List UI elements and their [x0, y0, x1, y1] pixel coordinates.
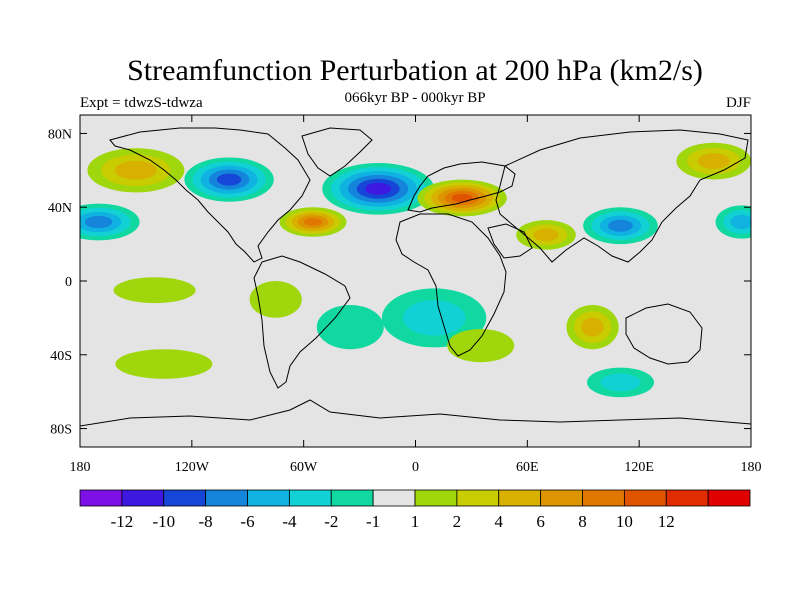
colorbar-box-7 — [372, 489, 416, 507]
x-tick-label-6: 180 — [741, 460, 762, 475]
colorbar-box-15 — [707, 489, 751, 507]
chart-title: Streamfunction Perturbation at 200 hPa (… — [127, 54, 703, 87]
antarctica-outline — [80, 399, 751, 427]
anomaly-5-level-4 — [303, 218, 323, 226]
colorbar-box-4 — [247, 489, 290, 507]
greenland-outline — [301, 127, 373, 177]
anomaly-16-level-0 — [113, 277, 196, 304]
anomaly-17-level-0 — [447, 329, 515, 363]
colorbar-label-11: 8 — [578, 512, 587, 531]
colorbar-box-5 — [288, 489, 332, 507]
x-tick-label-0: 180 — [70, 460, 91, 475]
streamfunction-field — [80, 142, 751, 398]
colorbar-label-4: -4 — [282, 512, 297, 531]
colorbar-label-2: -8 — [199, 512, 213, 531]
y-tick-label-2: 0 — [65, 275, 72, 290]
colorbar-label-1: -10 — [152, 512, 175, 531]
y-axis: 80N 40N 0 40S 80S — [48, 127, 751, 438]
colorbar-label-6: -1 — [366, 512, 380, 531]
colorbar-box-11 — [540, 489, 583, 507]
colorbar-label-7: 1 — [411, 512, 420, 531]
chart-subtitle: 066kyr BP - 000kyr BP — [344, 90, 485, 106]
x-axis: 180 120W 60W 0 60E 120E 180 — [70, 115, 762, 475]
x-tick-label-5: 120E — [624, 460, 654, 475]
colorbar-label-8: 2 — [453, 512, 462, 531]
colorbar-label-3: -6 — [240, 512, 254, 531]
asia-outline — [495, 129, 749, 263]
north-america-outline — [109, 127, 311, 263]
colorbar: -12 -10 -8 -6 -4 -2 -1 1 2 4 6 8 10 12 — [79, 489, 751, 531]
anomaly-10-level-2 — [581, 317, 604, 337]
map-plot-area — [80, 115, 751, 447]
y-tick-label-3: 40S — [50, 349, 72, 364]
x-tick-label-3: 0 — [412, 460, 419, 475]
anomaly-3-level-3 — [608, 219, 633, 232]
arabia-outline — [487, 223, 533, 259]
anomaly-9-level-2 — [697, 153, 730, 170]
anomaly-13-level-1 — [600, 373, 641, 392]
experiment-label: Expt = tdwzS-tdwza — [80, 95, 203, 111]
y-tick-label-4: 80S — [50, 423, 72, 438]
colorbar-label-0: -12 — [111, 512, 134, 531]
south-america-outline — [253, 255, 351, 389]
colorbar-label-5: -2 — [324, 512, 338, 531]
colorbar-box-14 — [665, 489, 709, 507]
colorbar-box-12 — [582, 489, 625, 507]
season-label: DJF — [726, 95, 751, 111]
colorbar-box-3 — [205, 489, 248, 507]
anomaly-15-level-0 — [115, 349, 213, 379]
anomaly-11-level-1 — [402, 300, 466, 336]
anomaly-7-level-2 — [533, 228, 559, 242]
anomaly-2-level-3 — [84, 215, 113, 229]
anomaly-1-level-4 — [216, 173, 242, 186]
colorbar-box-6 — [330, 489, 374, 507]
colorbar-box-2 — [163, 489, 207, 507]
africa-outline — [395, 213, 507, 357]
colorbar-box-10 — [498, 489, 542, 507]
y-tick-label-1: 40N — [48, 201, 72, 216]
colorbar-box-9 — [456, 489, 500, 507]
anomaly-0-level-5 — [365, 182, 392, 195]
colorbar-label-13: 12 — [658, 512, 675, 531]
continent-outlines — [80, 127, 751, 427]
anomaly-8-level-2 — [115, 160, 157, 180]
x-tick-label-2: 60W — [290, 460, 318, 475]
colorbar-box-0 — [79, 489, 123, 507]
colorbar-label-10: 6 — [536, 512, 545, 531]
anomaly-12-level-0 — [316, 305, 384, 350]
australia-outline — [625, 303, 703, 365]
colorbar-box-1 — [121, 489, 165, 507]
colorbar-box-13 — [623, 489, 667, 507]
anomaly-4-level-2 — [730, 214, 751, 230]
colorbar-label-12: 10 — [616, 512, 633, 531]
x-tick-label-4: 60E — [516, 460, 539, 475]
y-tick-label-0: 80N — [48, 127, 72, 142]
colorbar-box-8 — [414, 489, 458, 507]
anomaly-6-level-5 — [451, 193, 473, 203]
europe-outline — [407, 161, 516, 213]
x-tick-label-1: 120W — [175, 460, 210, 475]
anomaly-14-level-0 — [249, 281, 302, 318]
colorbar-label-9: 4 — [495, 512, 504, 531]
